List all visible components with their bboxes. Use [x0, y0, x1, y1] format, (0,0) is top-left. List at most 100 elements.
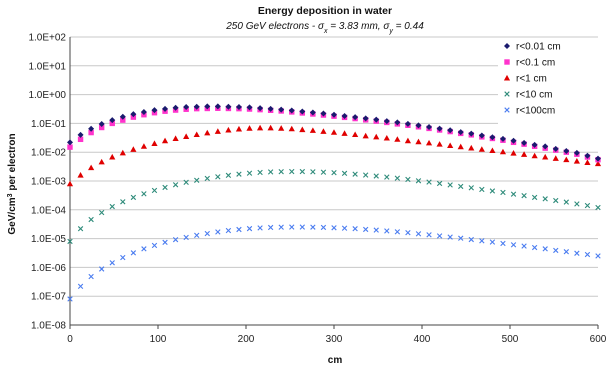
data-point: [119, 113, 126, 120]
data-point: [204, 175, 210, 182]
data-point: [130, 146, 137, 152]
data-point: [447, 234, 453, 240]
data-point: [320, 128, 327, 134]
data-point: [436, 141, 443, 147]
data-point: [468, 130, 475, 137]
data-point: [289, 168, 295, 175]
data-point: [553, 197, 559, 204]
data-point: [425, 139, 433, 146]
data-point: [574, 201, 580, 207]
x-tick-label: 600: [590, 334, 607, 345]
data-point: [500, 189, 506, 196]
data-point: [458, 183, 464, 190]
data-point: [384, 228, 390, 234]
data-point: [362, 115, 369, 122]
data-point: [162, 105, 169, 112]
data-point: [109, 153, 116, 160]
data-point: [88, 125, 95, 132]
data-point: [415, 231, 422, 237]
data-point: [183, 104, 190, 111]
data-point: [595, 253, 601, 259]
data-point: [130, 111, 137, 118]
data-point: [67, 296, 73, 302]
data-point: [468, 144, 475, 151]
data-point: [468, 185, 474, 191]
data-point: [140, 143, 148, 149]
data-point: [214, 128, 221, 134]
data-point: [362, 132, 369, 139]
data-point: [331, 170, 337, 176]
data-point: [563, 148, 570, 155]
y-tick-label: 1.0E+00: [28, 90, 66, 101]
legend-box: [498, 38, 600, 136]
legend-marker: [504, 91, 510, 97]
data-point: [109, 203, 115, 210]
data-point: [257, 225, 263, 231]
data-point: [447, 127, 454, 134]
tick-labels: 1.0E+02 1.0E+01 1.0E+00 1.0E-01 1.0E-02 1.0E-…: [28, 33, 606, 346]
data-point: [246, 170, 253, 176]
y-axis-title-prefix: GeV/cm: [7, 197, 18, 234]
data-point: [225, 227, 232, 234]
y-tick-label: 1.0E+01: [28, 61, 66, 72]
data-point: [479, 238, 485, 244]
data-point: [331, 225, 337, 231]
data-point: [257, 105, 264, 112]
y-axis-title-suffix: per electron: [7, 133, 18, 193]
data-point: [563, 156, 570, 163]
data-point: [383, 134, 390, 141]
data-point: [563, 249, 570, 255]
data-point: [172, 135, 179, 141]
data-point: [109, 117, 116, 124]
data-point: [257, 169, 263, 176]
data-point: [415, 178, 422, 184]
data-point: [256, 124, 264, 131]
legend-label: r<100cm: [516, 106, 555, 117]
data-point: [88, 273, 94, 280]
data-point: [436, 233, 443, 239]
data-point: [299, 168, 306, 175]
y-tick-label: 1.0E-05: [31, 234, 66, 245]
data-point: [236, 226, 242, 233]
data-point: [542, 246, 548, 252]
data-point: [309, 127, 316, 133]
data-point: [531, 194, 538, 201]
legend-label: r<0.01 cm: [516, 42, 561, 53]
data-point: [341, 170, 348, 177]
data-point: [246, 125, 253, 131]
data-point: [161, 137, 169, 144]
data-point: [426, 232, 432, 238]
data-point: [151, 107, 158, 114]
data-point: [120, 254, 126, 261]
x-tick-label: 0: [67, 334, 73, 345]
data-point: [67, 144, 73, 150]
data-point: [267, 124, 274, 131]
data-point: [447, 142, 454, 149]
data-point: [278, 168, 284, 175]
data-point: [584, 251, 591, 258]
data-point: [394, 119, 401, 126]
data-point: [77, 283, 84, 290]
data-point: [98, 121, 105, 128]
data-point: [542, 143, 549, 150]
data-point: [278, 125, 285, 131]
y-axis-title: GeV/cm3 per electron: [7, 133, 19, 234]
legend-label: r<10 cm: [516, 90, 552, 101]
data-point: [341, 225, 348, 231]
data-point: [88, 164, 95, 171]
data-point: [594, 160, 602, 167]
data-point: [267, 105, 274, 112]
data-point: [151, 187, 158, 194]
data-point: [489, 134, 496, 141]
data-point: [130, 114, 137, 120]
data-point: [310, 224, 316, 230]
data-point: [510, 242, 517, 248]
data-point: [426, 179, 432, 185]
data-point: [489, 188, 496, 194]
x-tick-label: 100: [150, 334, 167, 345]
data-point: [194, 232, 200, 239]
data-point: [341, 113, 348, 120]
data-point: [521, 192, 527, 199]
legend-marker: [503, 74, 511, 81]
